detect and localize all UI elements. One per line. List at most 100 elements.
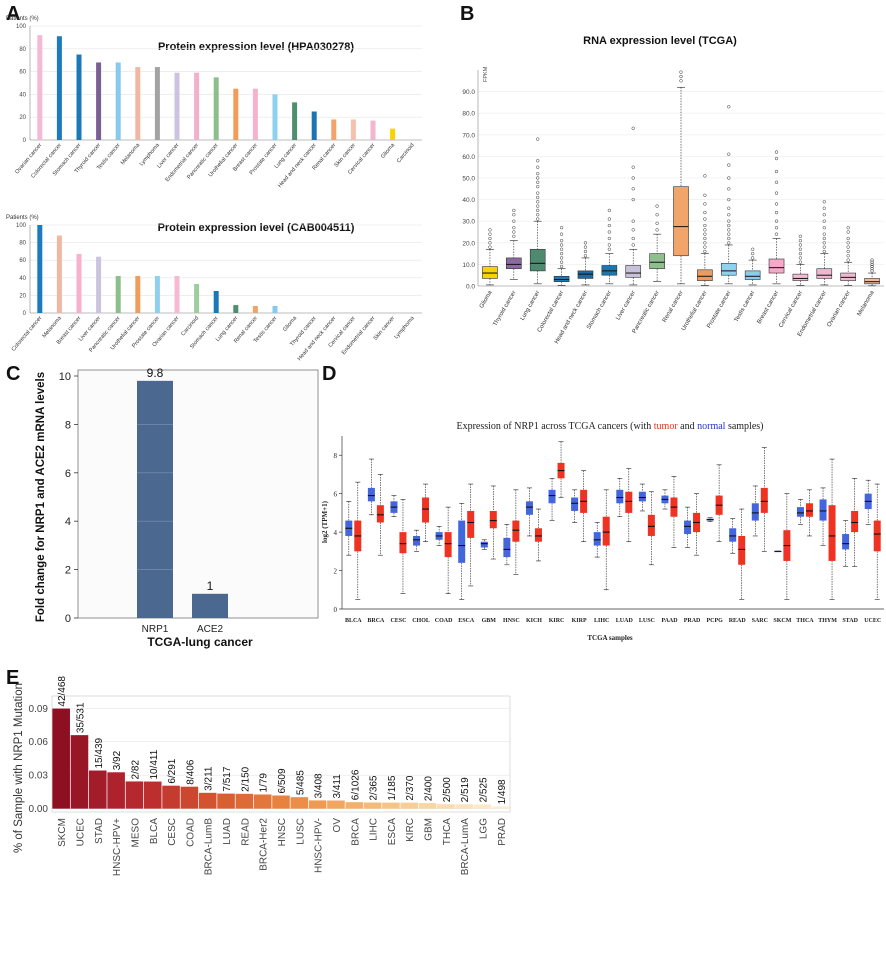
- outlier-lung-cancer: [536, 195, 540, 200]
- bar-head-and-neck-cancer: [311, 111, 317, 140]
- bar-esca: [382, 802, 400, 809]
- bar-pancreatic-cancer: [213, 77, 219, 140]
- outlier-prostate-cancer: [727, 176, 731, 180]
- outlier-melanoma: [870, 269, 874, 273]
- data-label-lusc: 5/485: [295, 770, 306, 795]
- bar-lusc: [290, 797, 309, 809]
- y-tick-label: 100: [16, 24, 27, 30]
- y-tick-label: 40: [19, 276, 26, 282]
- x-tick-label: HNSC-HPV-: [314, 818, 325, 873]
- chart-title: Protein expression level (CAB004511): [158, 222, 355, 234]
- y-tick-label: 60.0: [462, 154, 475, 161]
- bar-ov: [327, 800, 345, 809]
- outlier-ovarian-cancer: [846, 258, 850, 262]
- bar-lung-cancer: [233, 305, 239, 313]
- outlier-breast-cancer: [774, 226, 779, 230]
- x-tick-label: BRCA: [367, 618, 385, 624]
- x-tick-label: OV: [332, 818, 343, 833]
- data-label-coad: 8/406: [185, 759, 196, 784]
- y-tick-label: 8: [65, 419, 71, 431]
- box-prostate-cancer: [720, 263, 737, 276]
- outlier-lung-cancer: [536, 208, 540, 213]
- x-tick-label: Liver cancer: [615, 290, 637, 321]
- bar-hnsc: [272, 795, 290, 809]
- box-read-tumor: [738, 535, 746, 565]
- outlier-prostate-cancer: [727, 197, 731, 202]
- outlier-lung-cancer: [536, 184, 540, 189]
- bar-urothelial-cancer: [135, 276, 141, 313]
- outlier-urothelial-cancer: [703, 249, 707, 254]
- data-label-blca: 10/411: [149, 749, 160, 779]
- outlier-endometrial-cancer: [822, 206, 826, 210]
- x-tick-label: UCEC: [864, 618, 881, 624]
- x-tick-label: Renal cancer: [662, 290, 685, 324]
- data-label-brca-her2: 1/79: [259, 773, 270, 793]
- box-brca-normal: [367, 487, 375, 502]
- data-label-meso: 2/82: [130, 760, 141, 780]
- outlier-renal-cancer: [679, 74, 683, 79]
- x-tick-label: SKCM: [57, 818, 68, 847]
- panel-letter-c: C: [6, 363, 20, 385]
- x-tick-label: UCEC: [75, 818, 86, 846]
- x-tick-label: Thyroid cancer: [493, 290, 518, 327]
- x-tick-label: LIHC: [369, 818, 380, 841]
- bar-brca-luma: [455, 804, 473, 809]
- x-tick-label: KIRC: [549, 618, 565, 624]
- data-label-brca-lumb: 3/211: [204, 766, 215, 791]
- outlier-urothelial-cancer: [703, 210, 707, 215]
- outlier-head-and-neck-cancer: [583, 245, 588, 249]
- outlier-urothelial-cancer: [703, 241, 707, 245]
- bar-nrp1: [137, 380, 173, 618]
- bar-skcm: [52, 708, 70, 809]
- x-tick-label: Glioma: [282, 315, 299, 333]
- data-label-ov: 3/411: [332, 774, 343, 799]
- outlier-thyroid-cancer: [512, 234, 516, 238]
- x-tick-label: Pancreatic cancer: [632, 290, 661, 335]
- outlier-thyroid-cancer: [512, 219, 516, 223]
- outlier-urothelial-cancer: [703, 223, 707, 228]
- x-tick-label: SARC: [752, 618, 768, 624]
- outlier-colorectal-cancer: [559, 226, 564, 230]
- x-tick-label: ESCA: [458, 618, 475, 624]
- bar-glioma: [390, 128, 396, 140]
- x-tick-label: BRCA-LumA: [460, 818, 471, 876]
- outlier-liver-cancer: [631, 165, 635, 169]
- outlier-ovarian-cancer: [846, 226, 850, 230]
- outlier-urothelial-cancer: [703, 193, 707, 197]
- x-tick-label: BLCA: [345, 618, 362, 624]
- outlier-liver-cancer: [631, 126, 635, 130]
- outlier-glioma: [488, 236, 492, 241]
- outlier-stomach-cancer: [607, 230, 612, 234]
- data-label-kirc: 2/370: [405, 775, 416, 800]
- outlier-endometrial-cancer: [822, 200, 826, 204]
- outlier-prostate-cancer: [727, 219, 731, 223]
- outlier-breast-cancer: [774, 210, 779, 215]
- y-tick-label: 80: [19, 47, 26, 53]
- data-label-read: 2/150: [240, 766, 251, 791]
- x-tick-label: HNSC: [277, 818, 288, 846]
- data-label-stad: 15/439: [94, 737, 105, 768]
- bar-thyroid-cancer: [96, 62, 102, 141]
- y-tick-label: 60: [19, 70, 26, 76]
- x-tick-label: KIRP: [572, 618, 587, 624]
- box-testis-cancer: [744, 270, 761, 280]
- x-tick-label: GBM: [424, 818, 435, 841]
- x-tick-label: Prostate cancer: [706, 290, 732, 329]
- y-tick-label: 60: [19, 258, 26, 264]
- y-tick-label: 0: [23, 311, 27, 317]
- outlier-renal-cancer: [679, 70, 683, 74]
- outlier-stomach-cancer: [607, 236, 612, 241]
- outlier-liver-cancer: [631, 243, 635, 247]
- y-tick-label: 10.0: [462, 262, 475, 269]
- outlier-stomach-cancer: [607, 217, 612, 221]
- y-tick-label: 0: [65, 613, 71, 625]
- outlier-lung-cancer: [536, 191, 540, 195]
- y-tick-label: 40.0: [462, 197, 475, 204]
- x-tick-label: Head and neck cancer: [277, 142, 318, 189]
- x-tick-label: STAD: [842, 618, 858, 624]
- x-tick-label: Colorectal cancer: [537, 290, 566, 333]
- outlier-stomach-cancer: [607, 243, 612, 247]
- data-label-skcm: 42/468: [57, 676, 68, 707]
- box-kich-normal: [525, 501, 533, 515]
- outlier-lung-cancer: [536, 213, 540, 217]
